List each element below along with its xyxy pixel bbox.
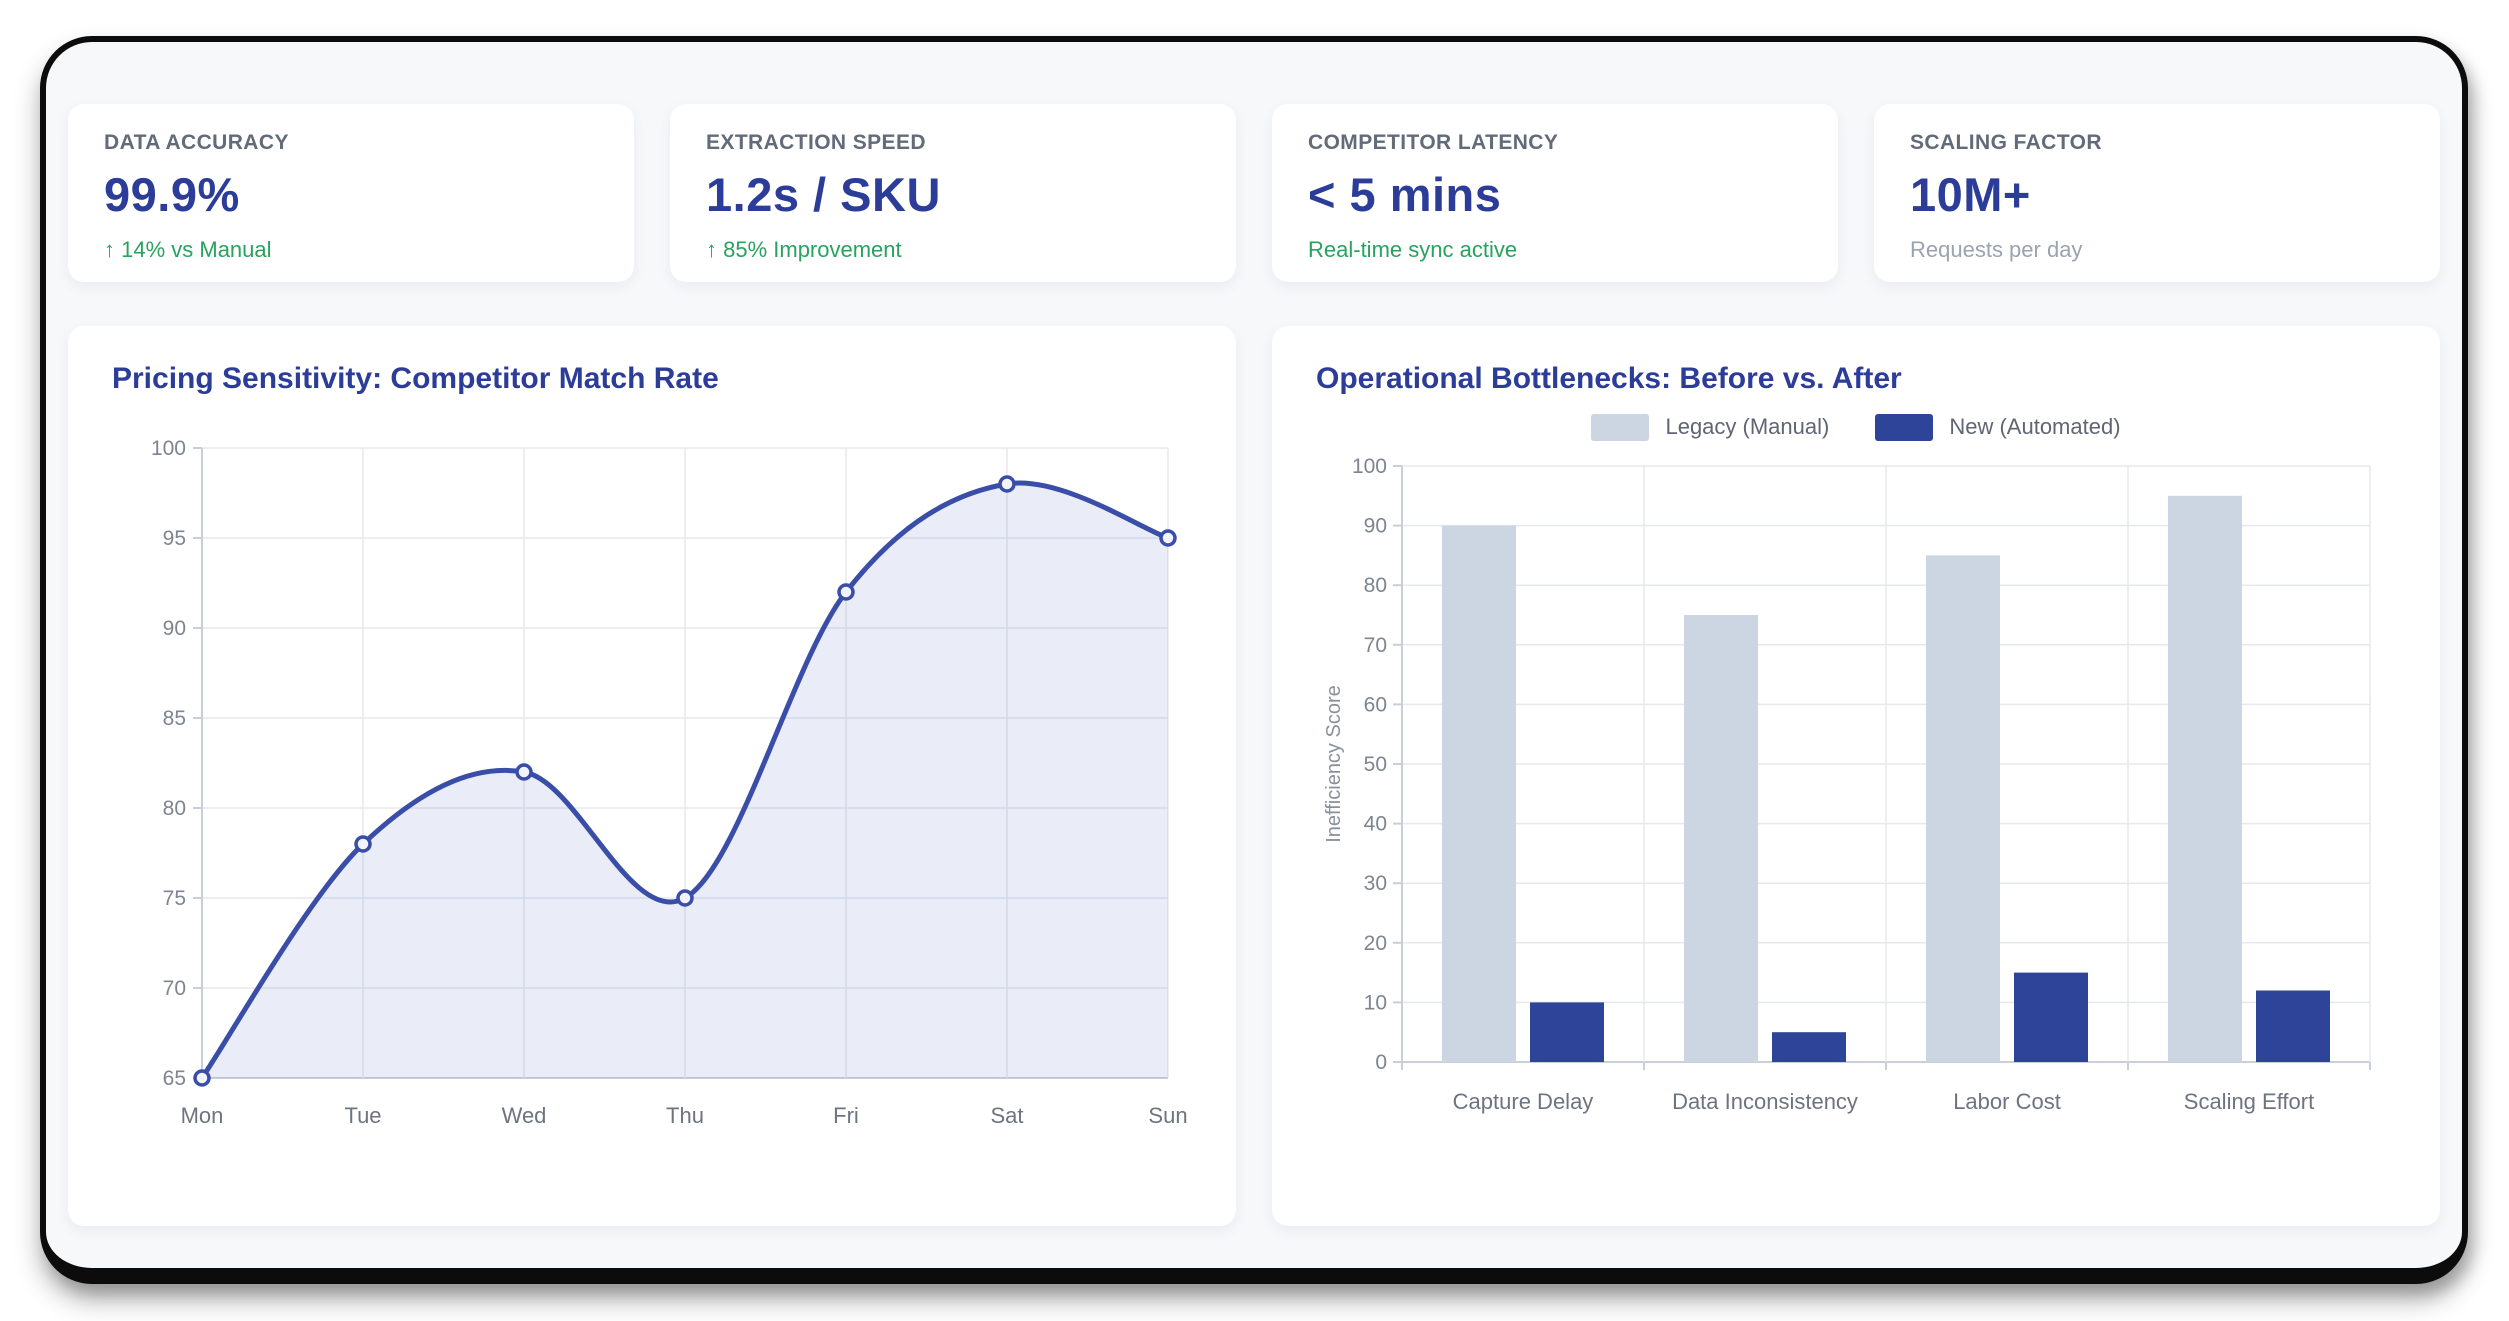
kpi-card-scaling-factor: SCALING FACTOR 10M+ Requests per day: [1874, 104, 2440, 282]
kpi-card-extraction-speed: EXTRACTION SPEED 1.2s / SKU ↑ 85% Improv…: [670, 104, 1236, 282]
data-point-marker[interactable]: [354, 835, 372, 853]
x-category-label: Capture Delay: [1453, 1089, 1594, 1114]
x-tick-label: Thu: [666, 1103, 704, 1128]
y-tick-label: 100: [151, 437, 186, 460]
bottlenecks-chart-card: Operational Bottlenecks: Before vs. Afte…: [1272, 326, 2440, 1226]
data-point-marker[interactable]: [676, 889, 694, 907]
y-tick-label: 100: [1352, 455, 1387, 478]
charts-row: Pricing Sensitivity: Competitor Match Ra…: [68, 326, 2440, 1226]
kpi-subtext: Requests per day: [1910, 237, 2083, 262]
y-tick-label: 20: [1364, 932, 1387, 955]
data-point-marker[interactable]: [515, 763, 533, 781]
y-tick-label: 30: [1364, 872, 1387, 895]
x-tick-label: Mon: [181, 1103, 224, 1128]
kpi-label: DATA ACCURACY: [104, 131, 289, 154]
y-tick-label: 60: [1364, 693, 1387, 716]
x-category-label: Scaling Effort: [2184, 1089, 2314, 1114]
line-chart-title: Pricing Sensitivity: Competitor Match Ra…: [112, 362, 719, 395]
kpi-card-data-accuracy: DATA ACCURACY 99.9% ↑ 14% vs Manual: [68, 104, 634, 282]
kpi-value: 1.2s / SKU: [706, 168, 941, 221]
legend-item-legacy[interactable]: Legacy (Manual): [1591, 413, 1830, 441]
y-axis-title: Inefficiency Score: [1323, 685, 1345, 843]
bar-new[interactable]: [2014, 972, 2088, 1062]
line-area-fill: [202, 482, 1168, 1079]
bar-legacy[interactable]: [2168, 495, 2242, 1062]
data-point-marker[interactable]: [998, 475, 1016, 493]
y-tick-label: 90: [1364, 515, 1387, 538]
kpi-label: SCALING FACTOR: [1910, 131, 2102, 154]
y-tick-label: 80: [1364, 574, 1387, 597]
bar-legacy[interactable]: [1684, 615, 1758, 1062]
y-tick-label: 70: [1364, 634, 1387, 657]
x-tick-label: Sun: [1148, 1103, 1187, 1128]
legend-swatch-new: [1875, 413, 1934, 441]
bar-new[interactable]: [1530, 1002, 1604, 1062]
y-tick-label: 0: [1375, 1051, 1387, 1074]
kpi-value: 10M+: [1910, 168, 2031, 221]
x-tick-label: Tue: [344, 1103, 381, 1128]
legend-item-new[interactable]: New (Automated): [1875, 413, 2121, 441]
dashboard-frame: DATA ACCURACY 99.9% ↑ 14% vs Manual EXTR…: [40, 36, 2468, 1284]
bottleneck-bar-chart: 0 10 20 30 40 50 60 70 80 90 100 Capture Delay Data …: [1323, 455, 2371, 1114]
kpi-row: DATA ACCURACY 99.9% ↑ 14% vs Manual EXTR…: [68, 104, 2440, 282]
legend-swatch-legacy: [1591, 413, 1650, 441]
legend-label: New (Automated): [1949, 414, 2121, 439]
y-tick-label: 50: [1364, 753, 1387, 776]
bar-legacy[interactable]: [1926, 555, 2000, 1062]
x-category-label: Labor Cost: [1953, 1089, 2061, 1114]
bar-chart-title: Operational Bottlenecks: Before vs. Afte…: [1316, 362, 1902, 395]
y-tick-label: 95: [163, 527, 186, 550]
kpi-value: < 5 mins: [1308, 168, 1502, 221]
bar-legacy[interactable]: [1442, 525, 1516, 1062]
pricing-line-chart: 65 70 75 80 85 90 95 100 Mon Tue Wed Thu Fri Sat Sun: [151, 437, 1188, 1128]
y-tick-label: 10: [1364, 991, 1387, 1014]
bar-chart-legend: Legacy (Manual) New (Automated): [1316, 412, 2396, 442]
x-category-label: Data Inconsistency: [1672, 1089, 1858, 1114]
y-tick-label: 90: [163, 617, 186, 640]
x-tick-label: Wed: [502, 1103, 547, 1128]
y-tick-label: 85: [163, 707, 186, 730]
kpi-subtext: ↑ 85% Improvement: [706, 237, 902, 262]
y-tick-label: 65: [163, 1067, 186, 1090]
dashboard-content: DATA ACCURACY 99.9% ↑ 14% vs Manual EXTR…: [46, 42, 2462, 1268]
kpi-label: COMPETITOR LATENCY: [1308, 131, 1559, 154]
y-tick-label: 40: [1364, 813, 1387, 836]
data-point-marker[interactable]: [837, 583, 855, 601]
kpi-value: 99.9%: [104, 168, 240, 221]
kpi-card-competitor-latency: COMPETITOR LATENCY < 5 mins Real-time sy…: [1272, 104, 1838, 282]
legend-label: Legacy (Manual): [1665, 414, 1830, 439]
y-tick-label: 70: [163, 977, 186, 1000]
x-tick-label: Fri: [833, 1103, 859, 1128]
bar-new[interactable]: [2256, 990, 2330, 1063]
data-point-marker[interactable]: [1159, 529, 1177, 547]
bar-new[interactable]: [1772, 1032, 1846, 1062]
y-tick-label: 75: [163, 887, 186, 910]
data-point-marker[interactable]: [193, 1069, 211, 1087]
kpi-subtext: ↑ 14% vs Manual: [104, 237, 272, 262]
y-tick-label: 80: [163, 797, 186, 820]
x-tick-label: Sat: [990, 1103, 1023, 1128]
kpi-label: EXTRACTION SPEED: [706, 131, 926, 154]
kpi-subtext: Real-time sync active: [1308, 237, 1518, 262]
pricing-sensitivity-chart-card: Pricing Sensitivity: Competitor Match Ra…: [68, 326, 1236, 1226]
